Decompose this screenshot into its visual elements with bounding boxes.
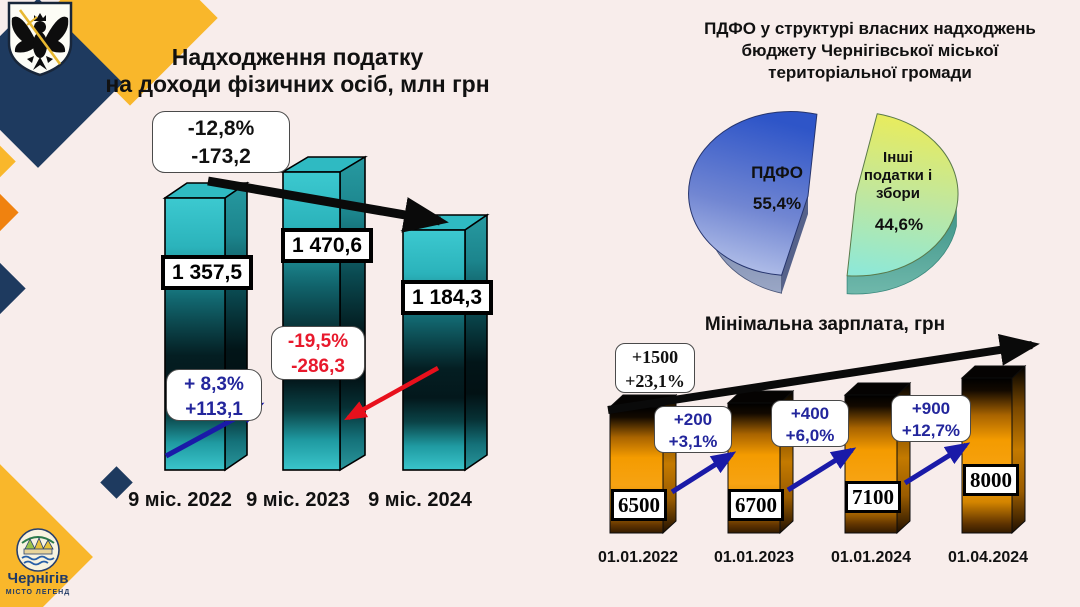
- city-logo-title: Чернігів: [7, 570, 69, 587]
- income-value-2022: 1 357,5: [161, 255, 253, 290]
- eagle-icon: [11, 13, 69, 70]
- pie-value-other: 44,6%: [874, 215, 924, 234]
- wage-note-1: +200 +3,1%: [654, 406, 732, 453]
- wage-delta-pct-2: +6,0%: [785, 426, 835, 445]
- wage-arrow-3: [903, 442, 971, 486]
- wage-axis-2023: 01.01.2023: [713, 549, 795, 566]
- pie-label-other-line1: Інші: [883, 149, 913, 166]
- wage-axis-2024: 01.01.2024: [830, 549, 912, 566]
- wage-chart-title: Мінімальна зарплата, грн: [704, 314, 946, 335]
- wage-value-2024-apr: 8000: [963, 464, 1019, 496]
- pie-slice-pdfo-depth: [781, 196, 808, 294]
- wage-axis-2024-apr: 01.04.2024: [947, 549, 1029, 566]
- income-rise-abs: +113,1: [185, 399, 243, 420]
- wage-delta-pct-3: +12,7%: [901, 421, 961, 440]
- pie-slice-pdfo: [688, 111, 818, 276]
- income-note-total: -12,8% -173,2: [152, 111, 290, 173]
- deco-diamond-navy-leftedge: [0, 262, 26, 315]
- wage-bar-2024-apr: [960, 364, 1027, 535]
- wage-value-2022: 6500: [611, 489, 667, 521]
- pie-slice-other: [846, 113, 959, 277]
- income-arrow-fall: [344, 366, 440, 421]
- pie-title-line3: територіальної громади: [768, 63, 972, 82]
- pie-label-other-line3: збори: [876, 185, 920, 202]
- pie-label-other-line2: податки і: [863, 167, 933, 184]
- income-axis-2022: 9 міс. 2022: [128, 489, 232, 511]
- deco-diamond-orange-leftedge: [0, 193, 19, 232]
- income-axis-2023: 9 міс. 2023: [246, 489, 350, 511]
- pie-title-line1: ПДФО у структурі власних надходжень: [704, 19, 1036, 38]
- income-axis-2024: 9 міс. 2024: [368, 489, 472, 511]
- chernihiv-coat-of-arms: [7, 1, 73, 77]
- income-title-line2: на доходи фізичних осіб, млн грн: [105, 71, 490, 97]
- wage-delta-3: +900: [911, 399, 951, 418]
- income-drop-pct: -12,8%: [187, 117, 255, 140]
- wage-arrow-total: [607, 334, 1040, 414]
- wage-value-2023: 6700: [728, 489, 784, 521]
- wage-delta-1: +200: [673, 410, 713, 429]
- wage-value-2024: 7100: [845, 481, 901, 513]
- pie-chart: [688, 111, 959, 295]
- city-logo-subtitle: місто легенд: [5, 589, 71, 596]
- income-fall-abs: -286,3: [291, 356, 345, 377]
- wage-note-2: +400 +6,0%: [771, 400, 849, 447]
- income-note-fall: -19,5% -286,3: [271, 326, 365, 380]
- wage-note-3: +900 +12,7%: [891, 395, 971, 442]
- pie-label-pdfo: ПДФО: [751, 163, 803, 182]
- pie-title-line2: бюджету Чернігівської міської: [741, 41, 999, 60]
- income-title-line1: Надходження податку: [171, 44, 424, 70]
- scepter-icon: [18, 9, 62, 65]
- income-drop-abs: -173,2: [191, 145, 251, 168]
- income-bar-2022: [162, 181, 250, 472]
- wage-total-delta: +1500: [631, 347, 679, 367]
- pie-label-other: Інші податки і збори: [856, 149, 940, 203]
- income-arrow-total-down: [207, 176, 449, 233]
- wage-arrow-2: [786, 447, 857, 493]
- wage-delta-2: +400: [790, 404, 830, 423]
- wage-axis-2022: 01.01.2022: [597, 549, 679, 566]
- city-logo-icon: [16, 528, 60, 572]
- income-bar-2024: [400, 213, 490, 472]
- pie-value-pdfo: 55,4%: [752, 194, 802, 213]
- income-rise-pct: + 8,3%: [184, 374, 244, 395]
- income-fall-pct: -19,5%: [287, 331, 349, 352]
- wage-delta-pct-1: +3,1%: [668, 432, 718, 451]
- income-note-rise: + 8,3% +113,1: [166, 369, 262, 421]
- income-value-2024: 1 184,3: [401, 280, 493, 315]
- wage-note-total: +1500 +23,1%: [615, 343, 695, 393]
- wage-total-delta-pct: +23,1%: [625, 371, 685, 391]
- income-chart-title: Надходження податку на доходи фізичних о…: [75, 44, 520, 98]
- income-value-2023: 1 470,6: [281, 228, 373, 263]
- wage-arrow-1: [670, 451, 737, 495]
- pie-chart-title: ПДФО у структурі власних надходжень бюдж…: [670, 18, 1070, 84]
- deco-diamond-yellow-leftedge: [0, 145, 16, 178]
